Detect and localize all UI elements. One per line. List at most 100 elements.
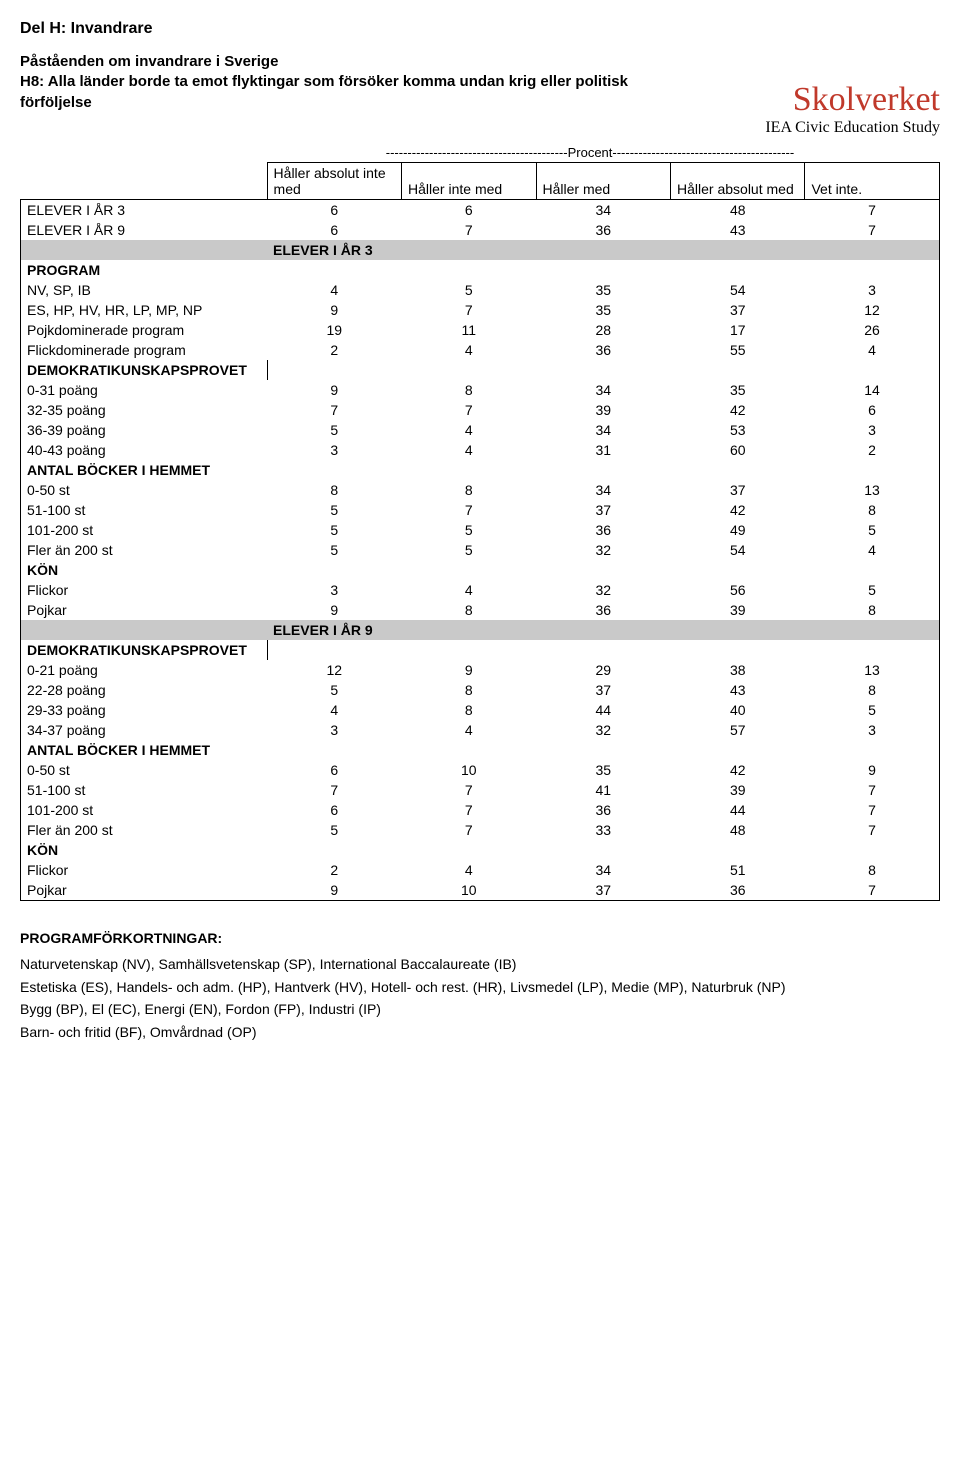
cell-value: 32 [536, 580, 670, 600]
row-label: 40-43 poäng [21, 440, 268, 460]
row-label: ELEVER I ÅR 9 [21, 220, 268, 240]
footer-lead: PROGRAMFÖRKORTNINGAR: [20, 927, 940, 949]
cell-value: 4 [267, 700, 401, 720]
cell-value: 2 [267, 860, 401, 880]
row-label: 101-200 st [21, 520, 268, 540]
cell-value: 5 [805, 700, 940, 720]
cell-value: 12 [805, 300, 940, 320]
cell-value: 4 [805, 540, 940, 560]
cell-value: 9 [267, 380, 401, 400]
table-row: Flickor2434518 [21, 860, 940, 880]
table-row: 51-100 st5737428 [21, 500, 940, 520]
cell-value: 6 [267, 800, 401, 820]
table-row: ELEVER I ÅR 9 6 7 36 43 7 [21, 220, 940, 240]
column-header-row: Håller absolut inte med Håller inte med … [21, 162, 940, 199]
cell-value: 8 [267, 480, 401, 500]
cell-value: 37 [536, 880, 670, 901]
row-label: 0-50 st [21, 760, 268, 780]
cell-value: 8 [805, 600, 940, 620]
table-row: 32-35 poäng7739426 [21, 400, 940, 420]
table-row: Pojkar91037367 [21, 880, 940, 901]
table-row: 101-200 st5536495 [21, 520, 940, 540]
table-row: ES, HP, HV, HR, LP, MP, NP97353712 [21, 300, 940, 320]
table-row: Pojkdominerade program1911281726 [21, 320, 940, 340]
cell-value: 36 [536, 600, 670, 620]
cell-value: 8 [402, 380, 536, 400]
cell-value: 7 [805, 820, 940, 840]
page: Del H: Invandrare Påståenden om invandra… [0, 0, 960, 1083]
table-row: Flickor3432565 [21, 580, 940, 600]
cell-value: 42 [671, 500, 805, 520]
cell-value: 5 [267, 420, 401, 440]
table-row: Fler än 200 st5733487 [21, 820, 940, 840]
cell-value: 36 [536, 800, 670, 820]
cell-value: 4 [402, 580, 536, 600]
cell-value: 3 [267, 720, 401, 740]
cell-value: 5 [805, 580, 940, 600]
cell-value: 5 [267, 540, 401, 560]
cell-value: 13 [805, 480, 940, 500]
cell-value: 51 [671, 860, 805, 880]
cell-value: 29 [536, 660, 670, 680]
cell-value: 5 [402, 280, 536, 300]
cell-value: 3 [805, 420, 940, 440]
cell-value: 54 [671, 540, 805, 560]
cell-value: 35 [671, 380, 805, 400]
cell-value: 37 [536, 500, 670, 520]
cell-value: 8 [805, 860, 940, 880]
cell-value: 8 [402, 600, 536, 620]
cell-value: 8 [805, 680, 940, 700]
footer-line: Naturvetenskap (NV), Samhällsvetenskap (… [20, 953, 940, 975]
band-year-3: ELEVER I ÅR 3 [21, 240, 940, 260]
group-head-program: PROGRAM [21, 260, 940, 280]
cell-value: 31 [536, 440, 670, 460]
table-row: 40-43 poäng3431602 [21, 440, 940, 460]
table-row: 36-39 poäng5434533 [21, 420, 940, 440]
table-row: 34-37 poäng3432573 [21, 720, 940, 740]
cell-value: 57 [671, 720, 805, 740]
cell-value: 36 [671, 880, 805, 901]
cell-value: 7 [402, 300, 536, 320]
cell-value: 2 [805, 440, 940, 460]
table-row: 0-50 st61035429 [21, 760, 940, 780]
cell-value: 9 [267, 600, 401, 620]
cell-value: 34 [536, 380, 670, 400]
cell-value: 34 [536, 480, 670, 500]
cell-value: 4 [267, 280, 401, 300]
logo-brand: Skolverket [765, 83, 940, 117]
cell-value: 35 [536, 300, 670, 320]
band-label: ELEVER I ÅR 3 [267, 240, 805, 260]
cell-value: 3 [267, 440, 401, 460]
band-year-9: ELEVER I ÅR 9 [21, 620, 940, 640]
footer-block: PROGRAMFÖRKORTNINGAR: Naturvetenskap (NV… [20, 927, 940, 1043]
section-title: Del H: Invandrare [20, 20, 660, 38]
row-label: Flickor [21, 580, 268, 600]
group-head-dkp9: DEMOKRATIKUNSKAPSPROVET [21, 640, 940, 660]
row-label: 32-35 poäng [21, 400, 268, 420]
cell-value: 44 [671, 800, 805, 820]
logo-block: Skolverket IEA Civic Education Study [765, 83, 940, 137]
row-label: Pojkar [21, 880, 268, 901]
cell-value: 6 [805, 400, 940, 420]
cell-value: 5 [402, 520, 536, 540]
row-label: 29-33 poäng [21, 700, 268, 720]
cell-value: 5 [267, 520, 401, 540]
band-label: ELEVER I ÅR 9 [267, 620, 805, 640]
cell-value: 6 [267, 760, 401, 780]
cell-value: 40 [671, 700, 805, 720]
cell-value: 49 [671, 520, 805, 540]
cell-value: 3 [805, 720, 940, 740]
cell-value: 60 [671, 440, 805, 460]
cell-value: 28 [536, 320, 670, 340]
cell-value: 42 [671, 400, 805, 420]
cell-value: 9 [267, 880, 401, 901]
cell-value: 7 [402, 500, 536, 520]
row-label: 51-100 st [21, 500, 268, 520]
row-label: Pojkar [21, 600, 268, 620]
cell-value: 7 [805, 880, 940, 901]
subtitle-line-2: H8: Alla länder borde ta emot flyktingar… [20, 73, 628, 110]
cell-value: 35 [536, 280, 670, 300]
cell-value: 37 [671, 480, 805, 500]
cell-value: 4 [402, 440, 536, 460]
cell-value: 35 [536, 760, 670, 780]
